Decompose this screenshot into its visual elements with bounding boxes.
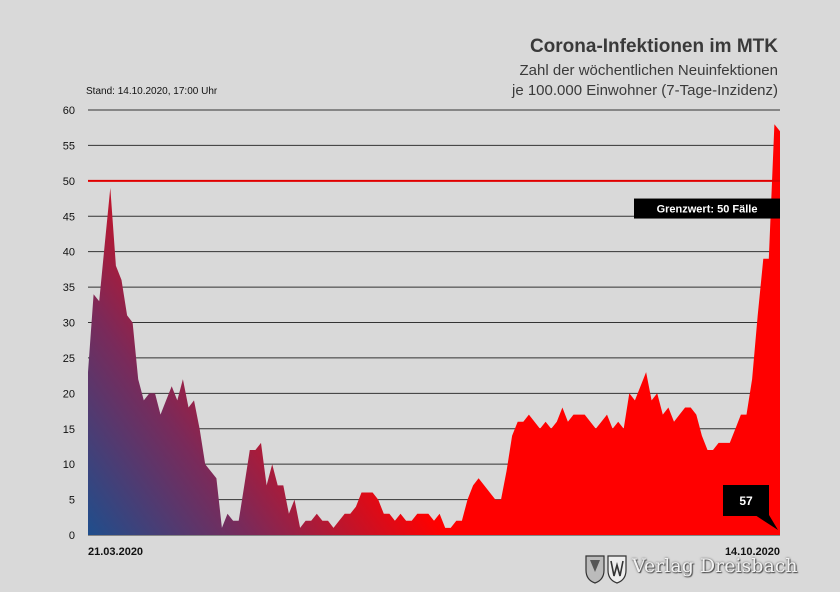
threshold-label-box: [634, 198, 780, 219]
watermark-text: Verlag Dreisbach: [632, 555, 798, 577]
area-series: [88, 124, 780, 535]
y-tick-label: 25: [63, 353, 75, 365]
crest-logo: [585, 555, 627, 584]
y-tick-label: 0: [69, 530, 75, 542]
publisher-watermark: Verlag Dreisbach: [582, 552, 832, 584]
y-tick-label: 5: [69, 495, 75, 507]
chart-subtitle-line2: je 100.000 Einwohner (7-Tage-Inzidenz): [512, 82, 778, 99]
last-value-callout: 57: [723, 485, 778, 530]
data-timestamp: Stand: 14.10.2020, 17:00 Uhr: [86, 86, 218, 97]
chart-subtitle-line1: Zahl der wöchentlichen Neuinfektionen: [519, 62, 779, 79]
incidence-area: [88, 124, 780, 535]
y-tick-label: 35: [63, 282, 75, 294]
last-value-label: 57: [739, 494, 753, 508]
y-axis-ticks: 0 5 10 15 20 25 30 35 40 45 50 55 60: [63, 105, 75, 542]
y-tick-label: 20: [63, 388, 75, 400]
x-start-label: 21.03.2020: [88, 546, 143, 558]
chart-title: Corona-Infektionen im MTK: [529, 36, 778, 57]
y-tick-label: 15: [63, 424, 75, 436]
y-tick-label: 30: [63, 318, 75, 330]
y-tick-label: 10: [63, 459, 75, 471]
y-tick-label: 60: [63, 105, 75, 117]
x-end-label: 14.10.2020: [725, 546, 780, 558]
y-tick-label: 40: [63, 247, 75, 259]
threshold: Grenzwert: 50 Fälle: [88, 179, 780, 219]
y-tick-label: 45: [63, 211, 75, 223]
threshold-label: Grenzwert: 50 Fälle: [657, 204, 758, 216]
y-tick-label: 50: [63, 176, 75, 188]
y-tick-label: 55: [63, 140, 75, 152]
